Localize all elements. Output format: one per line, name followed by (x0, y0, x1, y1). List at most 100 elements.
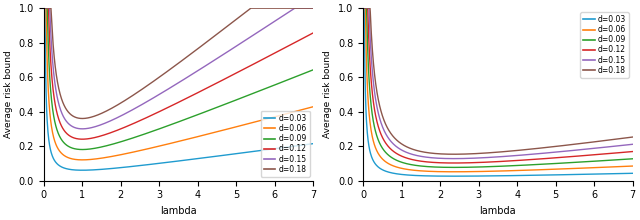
d=0.18 (150, 80, 157, 83)
d=0.15 (250, 33, 258, 36)
d=0.12 (469, 161, 477, 164)
Y-axis label: Average risk bound: Average risk bound (323, 50, 332, 138)
d=0.12 (479, 161, 486, 164)
d=0.18 (479, 152, 486, 155)
d=0.03 (78, 169, 86, 172)
d=0.09 (360, 7, 367, 9)
d=0.12 (570, 155, 577, 158)
d=0.18 (387, 132, 395, 135)
d=0.18 (545, 146, 552, 149)
d=0.03 (360, 7, 367, 9)
X-axis label: lambda: lambda (160, 206, 197, 216)
d=0.12 (360, 7, 367, 9)
Line: d=0.09: d=0.09 (364, 8, 633, 167)
d=0.18 (225, 23, 233, 26)
d=0.15 (159, 91, 167, 94)
Line: d=0.03: d=0.03 (364, 8, 633, 176)
d=0.15 (40, 7, 48, 9)
d=0.15 (629, 143, 637, 146)
d=0.15 (575, 148, 582, 151)
d=0.06 (40, 7, 48, 9)
d=0.06 (387, 164, 395, 166)
d=0.12 (310, 31, 317, 34)
Line: d=0.15: d=0.15 (44, 8, 314, 129)
d=0.15 (225, 49, 233, 52)
d=0.18 (450, 153, 458, 156)
d=0.15 (479, 156, 486, 159)
d=0.06 (310, 105, 317, 108)
d=0.12 (40, 7, 48, 9)
Line: d=0.18: d=0.18 (44, 8, 314, 119)
d=0.12 (225, 75, 233, 78)
d=0.12 (255, 60, 263, 62)
d=0.03 (150, 163, 157, 165)
d=0.09 (150, 130, 157, 132)
Line: d=0.06: d=0.06 (364, 8, 633, 172)
d=0.03 (159, 161, 167, 164)
d=0.09 (40, 7, 48, 9)
d=0.09 (387, 156, 395, 158)
d=0.03 (629, 172, 637, 175)
d=0.12 (575, 155, 582, 157)
d=0.03 (545, 174, 552, 176)
d=0.18 (250, 7, 258, 9)
d=0.03 (450, 175, 458, 178)
d=0.06 (479, 170, 486, 173)
d=0.15 (469, 157, 477, 160)
d=0.09 (78, 148, 86, 151)
d=0.18 (68, 114, 76, 117)
d=0.06 (250, 121, 258, 123)
d=0.12 (250, 62, 258, 65)
Line: d=0.03: d=0.03 (44, 8, 314, 170)
d=0.06 (575, 167, 582, 170)
d=0.18 (159, 73, 167, 76)
Line: d=0.12: d=0.12 (364, 8, 633, 163)
d=0.15 (387, 140, 395, 143)
d=0.06 (360, 7, 367, 9)
d=0.15 (545, 151, 552, 154)
d=0.06 (68, 158, 76, 160)
d=0.06 (255, 119, 263, 122)
X-axis label: lambda: lambda (479, 206, 516, 216)
d=0.15 (450, 157, 458, 160)
d=0.09 (575, 161, 582, 163)
d=0.06 (450, 170, 458, 173)
d=0.18 (255, 7, 263, 9)
d=0.18 (360, 7, 367, 9)
d=0.03 (40, 7, 48, 9)
Line: d=0.09: d=0.09 (44, 8, 314, 150)
d=0.06 (78, 159, 86, 161)
d=0.03 (255, 149, 263, 152)
d=0.03 (479, 175, 486, 177)
d=0.09 (68, 147, 76, 149)
d=0.09 (310, 68, 317, 71)
d=0.03 (310, 142, 317, 145)
d=0.09 (225, 101, 233, 104)
d=0.03 (225, 153, 233, 156)
Legend: d=0.03, d=0.06, d=0.09, d=0.12, d=0.15, d=0.18: d=0.03, d=0.06, d=0.09, d=0.12, d=0.15, … (580, 12, 629, 78)
d=0.12 (150, 113, 157, 116)
Line: d=0.18: d=0.18 (364, 8, 633, 154)
d=0.12 (450, 162, 458, 164)
Legend: d=0.03, d=0.06, d=0.09, d=0.12, d=0.15, d=0.18: d=0.03, d=0.06, d=0.09, d=0.12, d=0.15, … (260, 111, 310, 177)
d=0.06 (570, 167, 577, 170)
d=0.03 (469, 175, 477, 177)
d=0.15 (360, 7, 367, 9)
d=0.12 (68, 136, 76, 138)
d=0.03 (575, 173, 582, 176)
d=0.15 (150, 97, 157, 99)
d=0.15 (310, 7, 317, 9)
d=0.06 (469, 170, 477, 173)
d=0.18 (629, 136, 637, 138)
d=0.12 (78, 138, 86, 141)
d=0.18 (575, 142, 582, 145)
d=0.18 (78, 117, 86, 120)
Line: d=0.15: d=0.15 (364, 8, 633, 159)
d=0.09 (545, 163, 552, 165)
d=0.03 (570, 173, 577, 176)
d=0.09 (159, 126, 167, 129)
d=0.12 (629, 150, 637, 153)
d=0.03 (68, 168, 76, 171)
d=0.06 (545, 168, 552, 171)
d=0.03 (387, 171, 395, 174)
